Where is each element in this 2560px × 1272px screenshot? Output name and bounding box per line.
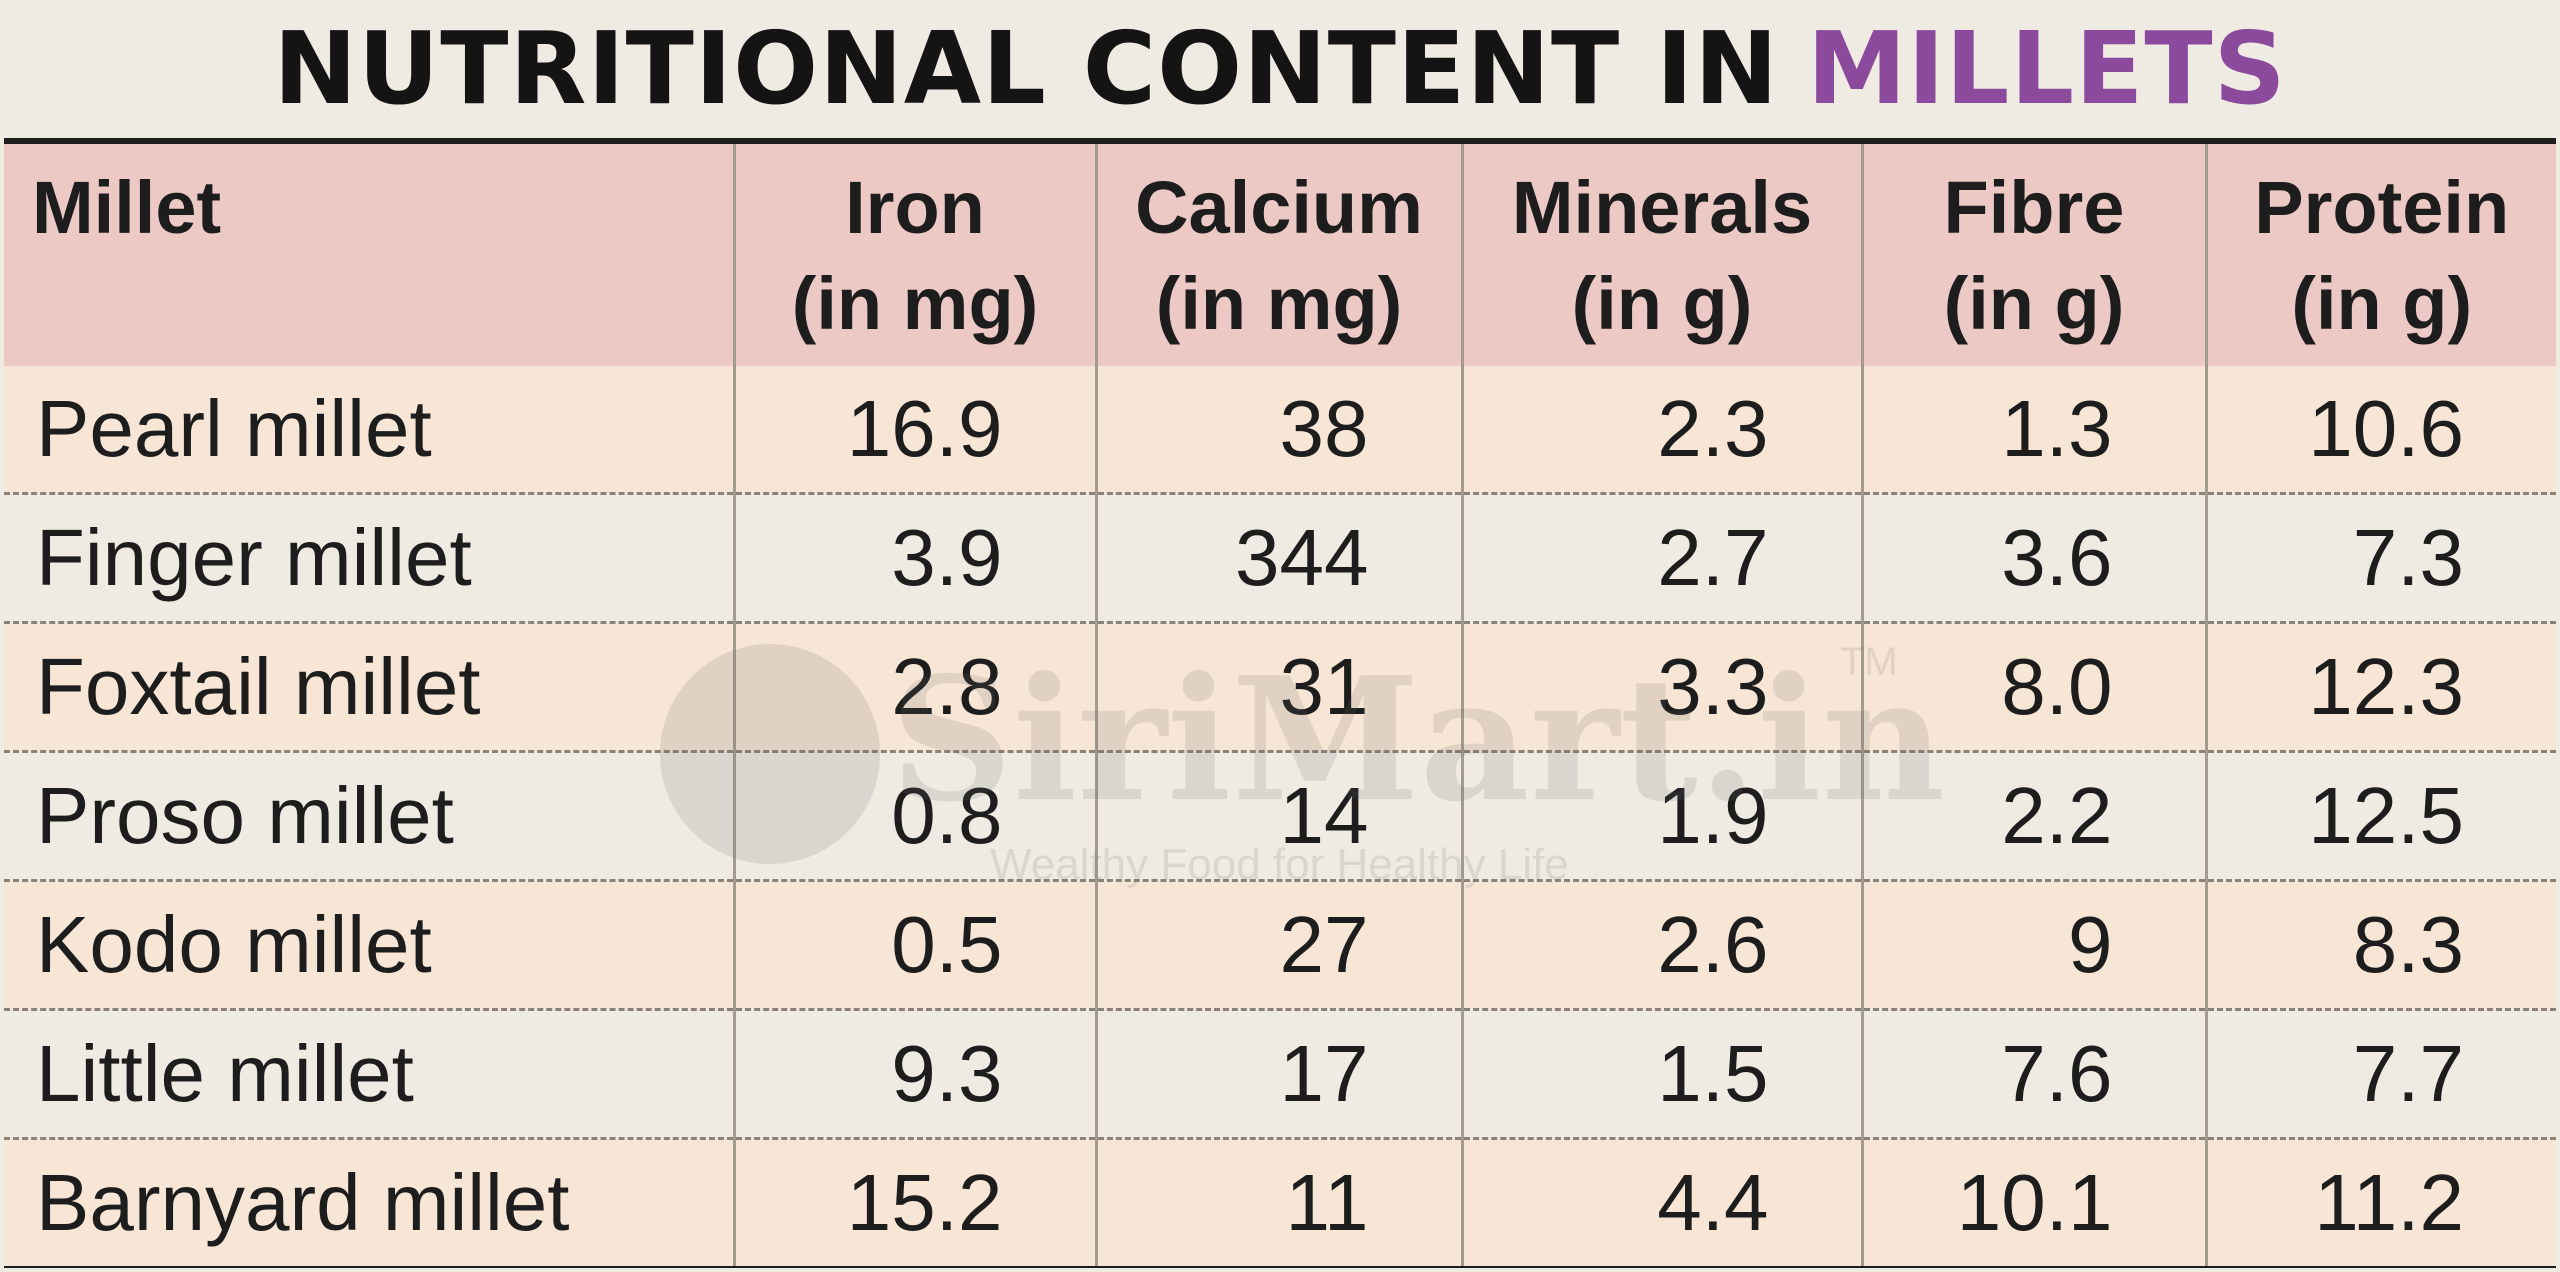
value-cell: 11.2 <box>2206 1137 2556 1266</box>
value-cell: 11 <box>1096 1137 1464 1266</box>
value-cell: 3.6 <box>1862 492 2208 623</box>
table-row: Little millet 9.3 17 1.5 7.6 7.7 <box>4 1008 2556 1139</box>
millet-name-cell: Barnyard millet <box>4 1137 736 1266</box>
value-cell: 12.3 <box>2206 621 2556 752</box>
value-cell: 2.8 <box>734 621 1098 752</box>
table-body: Pearl millet 16.9 38 2.3 1.3 10.6 Finger mille… <box>4 366 2556 1266</box>
nutrition-table: Millet Iron (in mg) Calcium (in mg) Mine… <box>4 144 2556 1266</box>
table-header-row: Millet Iron (in mg) Calcium (in mg) Mine… <box>4 144 2556 366</box>
value-cell: 4.4 <box>1462 1137 1864 1266</box>
value-cell: 2.3 <box>1462 366 1864 494</box>
column-header-iron: Iron (in mg) <box>734 144 1098 366</box>
value-cell: 3.3 <box>1462 621 1864 752</box>
value-cell: 10.6 <box>2206 366 2556 494</box>
value-cell: 8.0 <box>1862 621 2208 752</box>
millet-name-cell: Finger millet <box>4 492 736 623</box>
value-cell: 31 <box>1096 621 1464 752</box>
value-cell: 1.3 <box>1862 366 2208 494</box>
value-cell: 344 <box>1096 492 1464 623</box>
table-row: Barnyard millet 15.2 11 4.4 10.1 11.2 <box>4 1137 2556 1266</box>
value-cell: 9.3 <box>734 1008 1098 1139</box>
millet-name-cell: Foxtail millet <box>4 621 736 752</box>
table-row: Proso millet 0.8 14 1.9 2.2 12.5 <box>4 750 2556 881</box>
value-cell: 12.5 <box>2206 750 2556 881</box>
value-cell: 7.7 <box>2206 1008 2556 1139</box>
title-accent: MILLETS <box>1806 9 2287 127</box>
value-cell: 1.5 <box>1462 1008 1864 1139</box>
value-cell: 8.3 <box>2206 879 2556 1010</box>
column-header-fibre: Fibre (in g) <box>1862 144 2208 366</box>
column-header-minerals: Minerals (in g) <box>1462 144 1864 366</box>
millet-name-cell: Little millet <box>4 1008 736 1139</box>
value-cell: 9 <box>1862 879 2208 1010</box>
table-row: Foxtail millet 2.8 31 3.3 8.0 12.3 <box>4 621 2556 752</box>
value-cell: 7.6 <box>1862 1008 2208 1139</box>
value-cell: 1.9 <box>1462 750 1864 881</box>
page-title: NUTRITIONAL CONTENT IN MILLETS <box>0 0 2560 136</box>
value-cell: 2.6 <box>1462 879 1864 1010</box>
table-row: Pearl millet 16.9 38 2.3 1.3 10.6 <box>4 366 2556 494</box>
column-header-protein: Protein (in g) <box>2206 144 2556 366</box>
value-cell: 0.5 <box>734 879 1098 1010</box>
value-cell: 10.1 <box>1862 1137 2208 1266</box>
table-row: Kodo millet 0.5 27 2.6 9 8.3 <box>4 879 2556 1010</box>
millet-name-cell: Proso millet <box>4 750 736 881</box>
title-main: NUTRITIONAL CONTENT IN <box>273 9 1779 127</box>
value-cell: 16.9 <box>734 366 1098 494</box>
millet-name-cell: Pearl millet <box>4 366 736 494</box>
value-cell: 0.8 <box>734 750 1098 881</box>
value-cell: 2.2 <box>1862 750 2208 881</box>
nutrition-table-container: Millet Iron (in mg) Calcium (in mg) Mine… <box>4 138 2556 1268</box>
value-cell: 17 <box>1096 1008 1464 1139</box>
column-header-millet: Millet <box>4 144 736 366</box>
value-cell: 2.7 <box>1462 492 1864 623</box>
millet-name-cell: Kodo millet <box>4 879 736 1010</box>
value-cell: 27 <box>1096 879 1464 1010</box>
value-cell: 15.2 <box>734 1137 1098 1266</box>
table-row: Finger millet 3.9 344 2.7 3.6 7.3 <box>4 492 2556 623</box>
value-cell: 3.9 <box>734 492 1098 623</box>
value-cell: 38 <box>1096 366 1464 494</box>
value-cell: 14 <box>1096 750 1464 881</box>
value-cell: 7.3 <box>2206 492 2556 623</box>
column-header-calcium: Calcium (in mg) <box>1096 144 1464 366</box>
